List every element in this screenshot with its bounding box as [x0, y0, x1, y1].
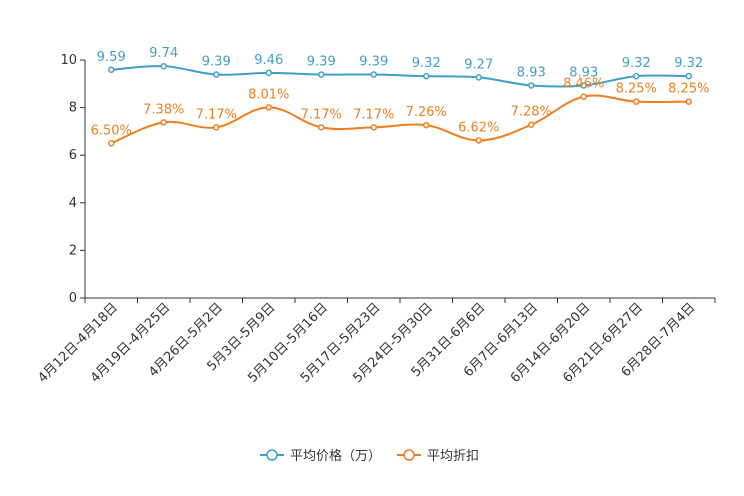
data-label: 8.25%: [616, 82, 657, 97]
data-point[interactable]: [265, 69, 272, 77]
y-tick-label: 0: [69, 291, 77, 306]
series-layer: [108, 62, 692, 147]
data-point[interactable]: [580, 82, 587, 89]
data-point[interactable]: [160, 62, 167, 70]
data-point[interactable]: [423, 72, 430, 80]
data-point[interactable]: [528, 121, 535, 128]
data-label: 9.74: [149, 46, 178, 61]
data-point[interactable]: [685, 98, 692, 105]
data-point[interactable]: [370, 124, 377, 131]
data-label: 7.38%: [143, 102, 184, 117]
legend-item-1[interactable]: 平均折扣: [397, 449, 479, 464]
data-labels: 9.59 9.74 9.39 9.46 9.39 9.39 9.32 9.27 8.93 8.93…: [91, 46, 710, 138]
data-point[interactable]: [318, 71, 325, 78]
y-tick-label: 10: [60, 53, 77, 68]
data-label: 9.39: [202, 55, 231, 70]
y-tick-label: 2: [69, 243, 77, 258]
y-axis: 0 2 4 6 8 10: [60, 53, 86, 306]
legend-item-0[interactable]: 平均价格（万）: [260, 448, 381, 464]
data-label: 8.93: [569, 65, 598, 80]
data-label: 8.01%: [248, 87, 289, 102]
data-point[interactable]: [528, 82, 535, 89]
y-tick-label: 4: [69, 196, 77, 211]
data-label: 6.62%: [458, 120, 499, 135]
data-point[interactable]: [475, 74, 482, 81]
x-axis: 4月12日-4月18日4月19日-4月25日4月26日-5月2日5月3日-5月9…: [35, 297, 716, 386]
data-point[interactable]: [318, 124, 325, 131]
y-tick-label: 6: [69, 148, 77, 163]
data-point[interactable]: [160, 119, 167, 126]
legend[interactable]: 平均价格（万） 平均折扣: [260, 448, 479, 464]
data-point[interactable]: [423, 121, 430, 129]
data-label: 7.17%: [301, 107, 342, 122]
data-label: 7.28%: [511, 105, 552, 120]
series-line-1: [110, 94, 689, 145]
data-point[interactable]: [633, 98, 640, 105]
legend-marker: [403, 449, 415, 461]
data-label: 7.17%: [196, 107, 237, 122]
data-point[interactable]: [265, 104, 272, 111]
series-line-0: [111, 65, 689, 88]
legend-marker: [266, 449, 278, 461]
data-label: 9.32: [674, 56, 703, 71]
data-label: 9.32: [412, 56, 441, 71]
data-point[interactable]: [370, 71, 377, 78]
data-point[interactable]: [580, 93, 587, 100]
data-label: 9.46: [254, 53, 283, 68]
data-label: 9.39: [359, 55, 388, 70]
data-point[interactable]: [213, 71, 220, 78]
data-label: 6.50%: [91, 123, 132, 138]
data-label: 9.27: [464, 57, 493, 72]
y-tick-label: 8: [69, 101, 77, 116]
data-point[interactable]: [475, 137, 482, 144]
data-point[interactable]: [685, 72, 692, 80]
data-point[interactable]: [108, 140, 115, 147]
legend-label: 平均折扣: [427, 449, 479, 464]
data-label: 8.25%: [668, 82, 709, 97]
data-label: 7.26%: [406, 105, 447, 120]
data-point[interactable]: [213, 124, 220, 131]
data-label: 9.32: [622, 56, 651, 71]
data-label: 8.93: [517, 65, 546, 80]
data-label: 8.46%: [563, 77, 604, 92]
legend-label: 平均价格（万）: [290, 448, 381, 464]
data-label: 9.59: [97, 50, 126, 65]
data-label: 7.17%: [353, 107, 394, 122]
data-point[interactable]: [633, 72, 640, 80]
data-point[interactable]: [108, 66, 115, 74]
data-label: 9.39: [307, 55, 336, 70]
